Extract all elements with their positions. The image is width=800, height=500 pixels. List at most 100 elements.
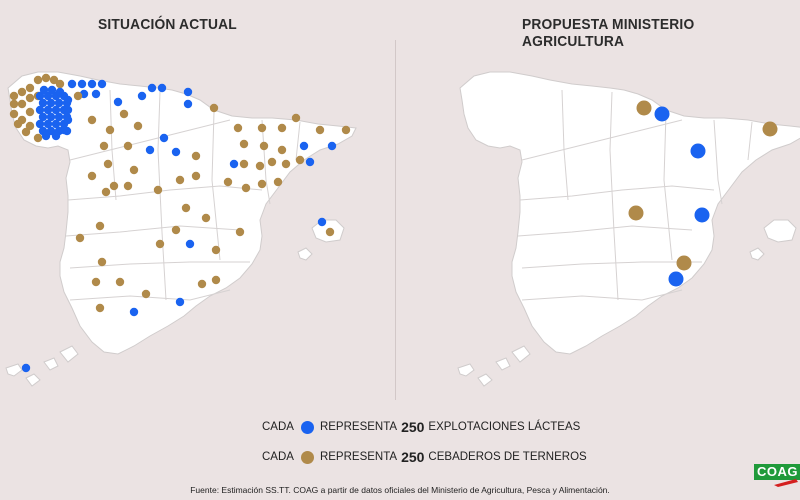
fattening-dot	[325, 227, 335, 237]
fattening-dot	[636, 100, 652, 116]
fattening-dot	[209, 103, 219, 113]
fattening-dot	[41, 73, 51, 83]
dairy-dot	[21, 363, 31, 373]
fattening-dot	[211, 275, 221, 285]
fattening-dot	[109, 181, 119, 191]
fattening-dot	[239, 159, 249, 169]
fattening-dot	[295, 155, 305, 165]
dairy-dot	[145, 145, 155, 155]
fattening-dot	[267, 157, 277, 167]
fattening-dot	[197, 279, 207, 289]
fattening-dot	[123, 141, 133, 151]
fattening-dot	[25, 107, 35, 117]
dairy-dot	[129, 307, 139, 317]
fattening-dot	[277, 123, 287, 133]
legend-number: 250	[401, 419, 425, 435]
dairy-dot	[51, 131, 61, 141]
dairy-dot	[175, 297, 185, 307]
source-note: Fuente: Estimación SS.TT. COAG a partir …	[190, 485, 610, 495]
fattening-dot	[133, 121, 143, 131]
legend-number: 250	[401, 449, 425, 465]
dairy-dot	[35, 105, 45, 115]
legend-suffix: CEBADEROS DE TERNEROS	[428, 451, 587, 463]
dairy-dot	[185, 239, 195, 249]
fattening-dot	[103, 159, 113, 169]
dairy-dot	[183, 99, 193, 109]
fattening-dot	[191, 171, 201, 181]
fattening-dot	[255, 161, 265, 171]
dairy-dot	[159, 133, 169, 143]
fattening-dot	[17, 99, 27, 109]
dairy-dot	[87, 79, 97, 89]
fattening-dot	[181, 203, 191, 213]
dairy-dot	[43, 91, 53, 101]
fattening-dot	[211, 245, 221, 255]
legend-fattening: CADA REPRESENTA 250 CEBADEROS DE TERNERO…	[262, 449, 587, 465]
fattening-dot	[257, 179, 267, 189]
dairy-dot	[38, 112, 48, 122]
right-map-title: PROPUESTA MINISTERIO AGRICULTURA	[522, 16, 695, 50]
dairy-dot	[54, 98, 64, 108]
fattening-dot	[259, 141, 269, 151]
dairy-dot	[63, 105, 73, 115]
fattening-dot	[99, 141, 109, 151]
dairy-dot	[327, 141, 337, 151]
fattening-dot	[628, 205, 644, 221]
fattening-dot	[9, 99, 19, 109]
dairy-dot	[63, 115, 73, 125]
current-dots	[9, 73, 351, 373]
fattening-dot	[97, 257, 107, 267]
fattening-dot	[9, 91, 19, 101]
fattening-dot	[201, 213, 211, 223]
logo-text: COAG	[754, 464, 800, 480]
fattening-dot	[101, 187, 111, 197]
legend-suffix: EXPLOTACIONES LÁCTEAS	[428, 421, 581, 433]
dairy-dot	[77, 79, 87, 89]
fattening-dot	[241, 183, 251, 193]
fattening-dot	[87, 171, 97, 181]
fattening-dot	[175, 175, 185, 185]
fattening-dot	[277, 145, 287, 155]
fattening-dot	[191, 151, 201, 161]
fattening-dot	[235, 227, 245, 237]
dairy-dot	[113, 97, 123, 107]
legend-verb: REPRESENTA	[319, 451, 398, 463]
fattening-dot	[115, 277, 125, 287]
fattening-dot	[171, 225, 181, 235]
dairy-dot-icon	[300, 420, 314, 434]
dairy-dot	[694, 207, 710, 223]
fattening-dot	[25, 121, 35, 131]
fattening-dot	[239, 139, 249, 149]
fattening-dot	[119, 109, 129, 119]
dairy-dot	[51, 105, 61, 115]
fattening-dot	[73, 91, 83, 101]
fattening-dot	[17, 87, 27, 97]
dairy-dot	[59, 125, 69, 135]
fattening-dot	[49, 75, 59, 85]
ministry-proposal-map	[457, 71, 800, 387]
fattening-dot	[315, 125, 325, 135]
fattening-dot	[55, 79, 65, 89]
fattening-dot	[281, 159, 291, 169]
fattening-dot	[95, 303, 105, 313]
fattening-dot	[341, 125, 351, 135]
fattening-dot	[129, 165, 139, 175]
dairy-dot	[299, 141, 309, 151]
dairy-dot	[317, 217, 327, 227]
logo-swoosh-icon	[774, 479, 798, 487]
fattening-dot	[257, 123, 267, 133]
fattening-dot	[25, 93, 35, 103]
panel-divider	[395, 40, 396, 400]
coag-logo: COAG	[752, 462, 800, 488]
fattening-dot	[75, 233, 85, 243]
dairy-dot	[229, 159, 239, 169]
left-map-title: SITUACIÓN ACTUAL	[98, 16, 237, 33]
dairy-dot	[43, 105, 53, 115]
dairy-dot	[137, 91, 147, 101]
dairy-dot	[35, 119, 45, 129]
legend-prefix: CADA	[262, 421, 294, 433]
fattening-dot	[33, 133, 43, 143]
fattening-dot	[676, 255, 692, 271]
fattening-dot	[87, 115, 97, 125]
